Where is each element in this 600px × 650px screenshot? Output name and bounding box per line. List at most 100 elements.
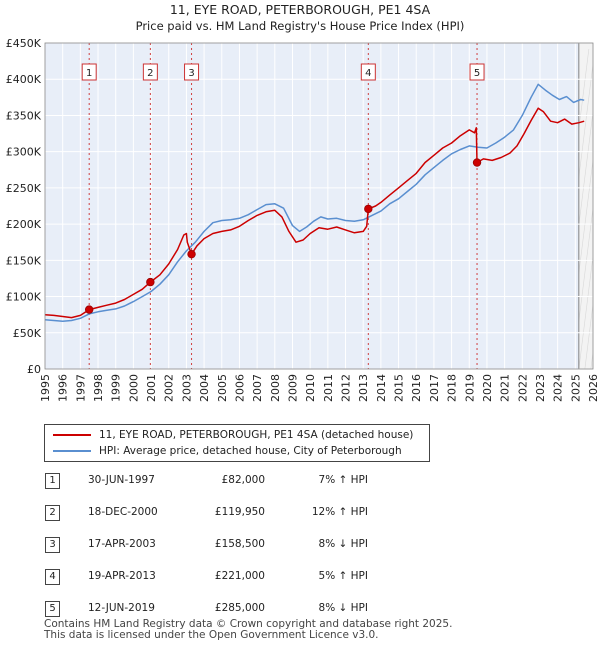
x-tick-label: 2016: [410, 374, 423, 402]
sale-point: [146, 277, 155, 287]
x-tick-label: 2011: [322, 374, 335, 402]
chart-title: 11, EYE ROAD, PETERBOROUGH, PE1 4SA: [170, 2, 431, 17]
sale-number-badge: 4: [45, 569, 60, 585]
sale-price: £158,500: [214, 538, 265, 550]
x-tick-label: 2024: [552, 374, 565, 402]
sale-number-label: 2: [147, 68, 153, 79]
sale-number-label: 3: [188, 68, 194, 79]
sale-price: £82,000: [221, 474, 265, 486]
sale-date: 17-APR-2003: [88, 538, 156, 550]
sale-date: 12-JUN-2019: [88, 602, 155, 614]
legend-swatch-property: [53, 434, 91, 436]
x-tick-label: 2002: [163, 374, 176, 402]
sale-hpi-comparison: 12% ↑ HPI: [311, 506, 368, 518]
sale-number-badge: 5: [45, 601, 60, 617]
x-tick-label: 2000: [127, 374, 140, 402]
sale-date: 30-JUN-1997: [88, 474, 155, 486]
x-tick-label: 1997: [74, 374, 87, 402]
legend-label-property: 11, EYE ROAD, PETERBOROUGH, PE1 4SA (det…: [99, 429, 414, 441]
y-tick-label: £400K: [6, 73, 42, 86]
sale-number-label: 5: [474, 68, 480, 79]
x-tick-label: 2001: [145, 374, 158, 402]
table-row: 1 30-JUN-1997 £82,000 7% ↑ HPI: [0, 470, 600, 492]
x-tick-label: 2017: [428, 374, 441, 402]
x-tick-label: 1999: [110, 374, 123, 402]
sale-point: [187, 249, 196, 259]
x-tick-label: 2008: [269, 374, 282, 402]
x-tick-label: 2018: [446, 374, 459, 402]
x-tick-label: 2006: [233, 374, 246, 402]
y-tick-label: £0: [27, 363, 41, 376]
sale-hpi-comparison: 7% ↑ HPI: [318, 474, 368, 486]
sale-number-badge: 1: [45, 473, 60, 489]
forecast-hatch: [578, 109, 594, 228]
legend-item-property: 11, EYE ROAD, PETERBOROUGH, PE1 4SA (det…: [53, 427, 413, 443]
forecast-hatch: [578, 253, 594, 369]
sale-hpi-comparison: 8% ↓ HPI: [318, 538, 368, 550]
sale-price: £221,000: [214, 570, 265, 582]
x-tick-label: 2023: [534, 374, 547, 402]
y-tick-label: £300K: [6, 146, 42, 159]
x-tick-label: 2021: [499, 374, 512, 402]
chart-legend: 11, EYE ROAD, PETERBOROUGH, PE1 4SA (det…: [44, 424, 430, 462]
sale-number-box: [184, 63, 200, 81]
y-tick-label: £50K: [13, 327, 42, 340]
x-tick-label: 2004: [198, 374, 211, 402]
sale-date: 18-DEC-2000: [88, 506, 158, 518]
forecast-hatch: [584, 301, 594, 369]
sale-point: [84, 305, 94, 314]
x-tick-label: 2019: [463, 374, 476, 402]
x-tick-label: 1996: [57, 374, 70, 402]
footer-copyright: Contains HM Land Registry data © Crown c…: [44, 618, 453, 630]
legend-item-hpi: HPI: Average price, detached house, City…: [53, 443, 402, 459]
sale-price: £285,000: [214, 602, 265, 614]
y-tick-label: £200K: [6, 218, 42, 231]
attribution-footer: Contains HM Land Registry data © Crown c…: [44, 619, 452, 641]
sale-number-box: [360, 63, 376, 81]
plot-frame: [44, 42, 594, 370]
sale-hpi-comparison: 5% ↑ HPI: [318, 570, 368, 582]
sale-number-label: 1: [86, 68, 92, 79]
x-tick-label: 2020: [481, 374, 494, 402]
price-chart: 11, EYE ROAD, PETERBOROUGH, PE1 4SA Price…: [6, 2, 600, 402]
sale-number-box: [81, 63, 97, 81]
footer-licence: This data is licensed under the Open Gov…: [44, 629, 379, 641]
x-tick-label: 2014: [375, 374, 388, 402]
plot-area: [45, 43, 593, 369]
forecast-hatch: [578, 61, 594, 180]
legend-swatch-hpi: [53, 450, 91, 452]
sale-price: £119,950: [214, 506, 265, 518]
sale-point: [472, 158, 482, 167]
y-tick-label: £100K: [6, 291, 42, 304]
x-tick-label: 2007: [251, 374, 264, 402]
forecast-hatch: [578, 48, 590, 132]
x-tick-label: 2009: [286, 374, 299, 402]
chart-subtitle: Price paid vs. HM Land Registry's House …: [136, 19, 465, 33]
x-tick-label: 1995: [39, 374, 52, 402]
x-tick-label: 2026: [587, 374, 600, 402]
x-tick-label: 1998: [92, 374, 105, 402]
y-tick-label: £250K: [6, 182, 42, 195]
x-tick-label: 2005: [216, 374, 229, 402]
sale-number-box: [469, 63, 485, 81]
table-row: 2 18-DEC-2000 £119,950 12% ↑ HPI: [0, 502, 600, 524]
x-tick-label: 2022: [516, 374, 529, 402]
sale-number-badge: 3: [45, 537, 60, 553]
y-tick-label: £150K: [6, 254, 42, 267]
forecast-region: [578, 43, 593, 369]
x-tick-label: 2010: [304, 374, 317, 402]
x-tick-label: 2025: [569, 374, 582, 402]
sale-point: [364, 204, 373, 214]
series-line-hpi: [44, 83, 585, 322]
y-tick-label: £450K: [6, 37, 42, 50]
legend-label-hpi: HPI: Average price, detached house, City…: [99, 445, 402, 457]
sale-number-badge: 2: [45, 505, 60, 521]
table-row: 4 19-APR-2013 £221,000 5% ↑ HPI: [0, 566, 600, 588]
y-tick-label: £350K: [6, 109, 42, 122]
x-tick-label: 2012: [340, 374, 353, 402]
x-tick-label: 2015: [393, 374, 406, 402]
x-tick-label: 2013: [357, 374, 370, 402]
sale-number-label: 4: [365, 68, 371, 79]
table-row: 5 12-JUN-2019 £285,000 8% ↓ HPI: [0, 598, 600, 620]
sale-hpi-comparison: 8% ↓ HPI: [318, 602, 368, 614]
